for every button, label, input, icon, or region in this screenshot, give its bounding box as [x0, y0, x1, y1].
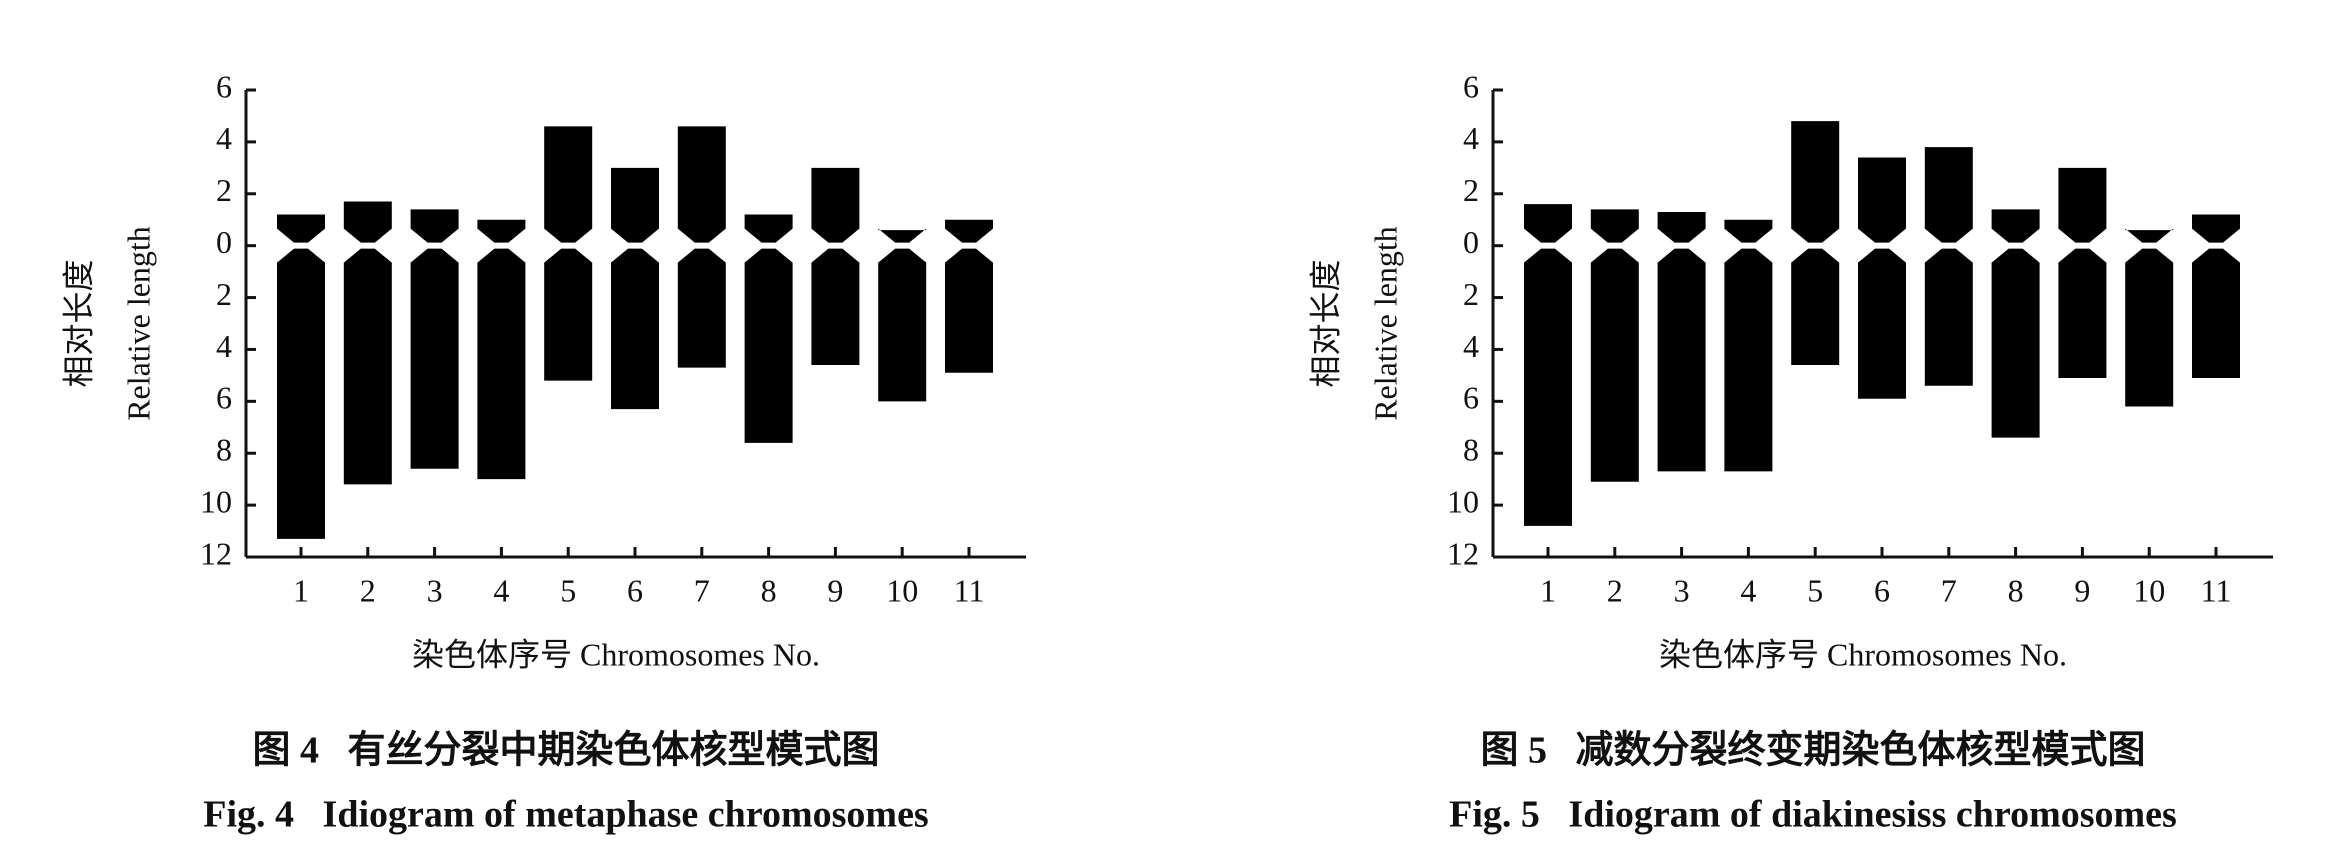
short-arm: [1524, 204, 1572, 243]
short-arm: [2192, 214, 2240, 243]
x-tick-label: 8: [761, 572, 777, 608]
long-arm: [2125, 248, 2174, 407]
y-axis-label: 相对长度: [60, 259, 96, 387]
long-arm: [611, 248, 659, 410]
x-tick-label: 9: [2074, 572, 2090, 608]
x-tick-label: 7: [1941, 572, 1957, 608]
short-arm: [811, 167, 860, 243]
long-arm: [1590, 248, 1639, 482]
short-arm: [744, 214, 793, 243]
long-arm: [1858, 248, 1906, 399]
short-arm: [544, 126, 593, 243]
y-tick-label: 0: [216, 224, 232, 260]
x-tick-label: 5: [560, 572, 576, 608]
long-arm: [1924, 248, 1973, 386]
chart-title: 图 5 减数分裂终变期染色体核型模式图: [1480, 730, 2145, 772]
long-arm: [1657, 248, 1706, 472]
short-arm: [611, 167, 659, 243]
y-tick-label: 2: [216, 172, 232, 208]
y-tick-label: 4: [216, 120, 232, 156]
x-tick-label: 11: [954, 572, 985, 608]
short-arm: [1724, 219, 1773, 243]
short-arm: [1858, 157, 1906, 243]
y-tick-label: 6: [216, 68, 232, 104]
y-tick-label: 2: [216, 276, 232, 312]
long-arm: [1791, 248, 1840, 366]
long-arm: [544, 248, 593, 381]
long-arm: [2058, 248, 2107, 378]
y-tick-label: 10: [1447, 483, 1479, 519]
x-tick-label: 4: [493, 572, 509, 608]
x-tick-label: 5: [1807, 572, 1823, 608]
short-arm: [410, 209, 459, 243]
short-arm: [945, 219, 993, 243]
long-arm: [477, 248, 526, 480]
short-arm: [1924, 147, 1973, 243]
long-arm: [811, 248, 860, 366]
chart-subtitle: Fig. 4 Idiogram of metaphase chromosomes: [203, 794, 928, 836]
x-tick-label: 10: [886, 572, 918, 608]
y-tick-label: 8: [216, 432, 232, 468]
y-tick-label: 4: [216, 328, 232, 364]
short-arm: [1991, 209, 2040, 243]
chart-subtitle: Fig. 5 Idiogram of diakinesiss chromosom…: [1449, 794, 2177, 836]
y-tick-label: 2: [1463, 172, 1479, 208]
x-tick-label: 6: [627, 572, 643, 608]
long-arm: [1724, 248, 1773, 472]
y-axis-label: Relative length: [1367, 226, 1403, 421]
y-tick-label: 2: [1463, 276, 1479, 312]
x-tick-label: 1: [293, 572, 309, 608]
x-tick-label: 2: [1607, 572, 1623, 608]
short-arm: [1590, 209, 1639, 243]
x-tick-label: 11: [2201, 572, 2232, 608]
short-arm: [2058, 167, 2107, 243]
long-arm: [744, 248, 793, 443]
x-tick-label: 1: [1540, 572, 1556, 608]
y-tick-label: 4: [1463, 328, 1479, 364]
long-arm: [410, 248, 459, 469]
y-tick-label: 12: [1447, 535, 1479, 571]
long-arm: [945, 248, 993, 373]
chart-title: 图 4 有丝分裂中期染色体核型模式图: [252, 730, 879, 772]
x-tick-label: 9: [827, 572, 843, 608]
x-tick-label: 10: [2133, 572, 2165, 608]
short-arm: [1791, 121, 1840, 243]
y-tick-label: 4: [1463, 120, 1479, 156]
y-tick-label: 0: [1463, 224, 1479, 260]
y-axis-label: 相对长度: [1307, 259, 1343, 387]
short-arm: [343, 201, 392, 243]
x-axis-label: 染色体序号 Chromosomes No.: [412, 636, 820, 672]
long-arm: [878, 248, 927, 402]
short-arm: [2125, 228, 2174, 243]
y-tick-label: 12: [200, 535, 232, 571]
x-tick-label: 6: [1874, 572, 1890, 608]
x-tick-label: 4: [1740, 572, 1756, 608]
y-tick-label: 10: [200, 483, 232, 519]
long-arm: [1991, 248, 2040, 438]
long-arm: [277, 248, 325, 539]
x-axis-label: 染色体序号 Chromosomes No.: [1659, 636, 2067, 672]
short-arm: [1657, 211, 1706, 243]
x-tick-label: 3: [1674, 572, 1690, 608]
y-tick-label: 6: [1463, 380, 1479, 416]
long-arm: [343, 248, 392, 485]
y-tick-label: 6: [1463, 68, 1479, 104]
x-tick-label: 8: [2008, 572, 2024, 608]
short-arm: [477, 219, 526, 243]
y-axis-label: Relative length: [120, 226, 156, 421]
y-tick-label: 6: [216, 380, 232, 416]
long-arm: [1524, 248, 1572, 526]
y-tick-label: 8: [1463, 432, 1479, 468]
short-arm: [277, 214, 325, 243]
long-arm: [677, 248, 726, 368]
long-arm: [2192, 248, 2240, 378]
short-arm: [878, 228, 927, 243]
x-tick-label: 7: [694, 572, 710, 608]
short-arm: [677, 126, 726, 243]
x-tick-label: 2: [360, 572, 376, 608]
x-tick-label: 3: [427, 572, 443, 608]
